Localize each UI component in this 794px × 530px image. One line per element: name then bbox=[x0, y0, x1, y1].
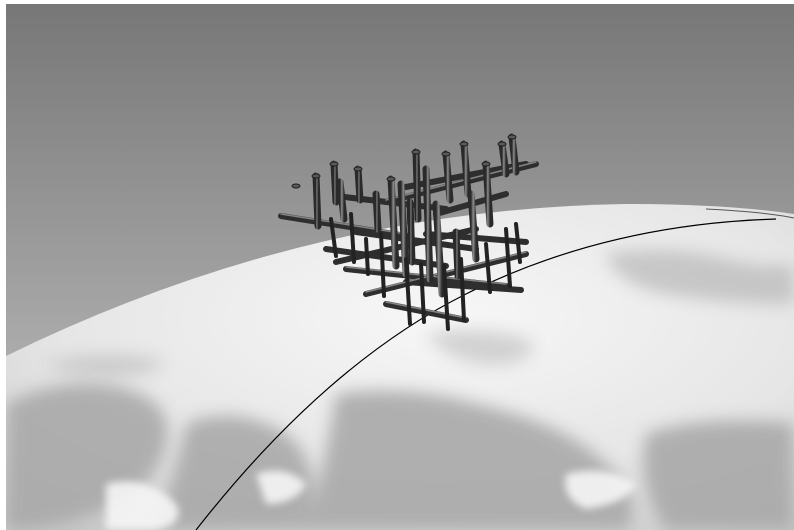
earth-globe bbox=[6, 204, 794, 530]
scene-render bbox=[6, 4, 794, 530]
orbit-path bbox=[195, 218, 777, 530]
lattice-space-structure bbox=[278, 133, 539, 331]
